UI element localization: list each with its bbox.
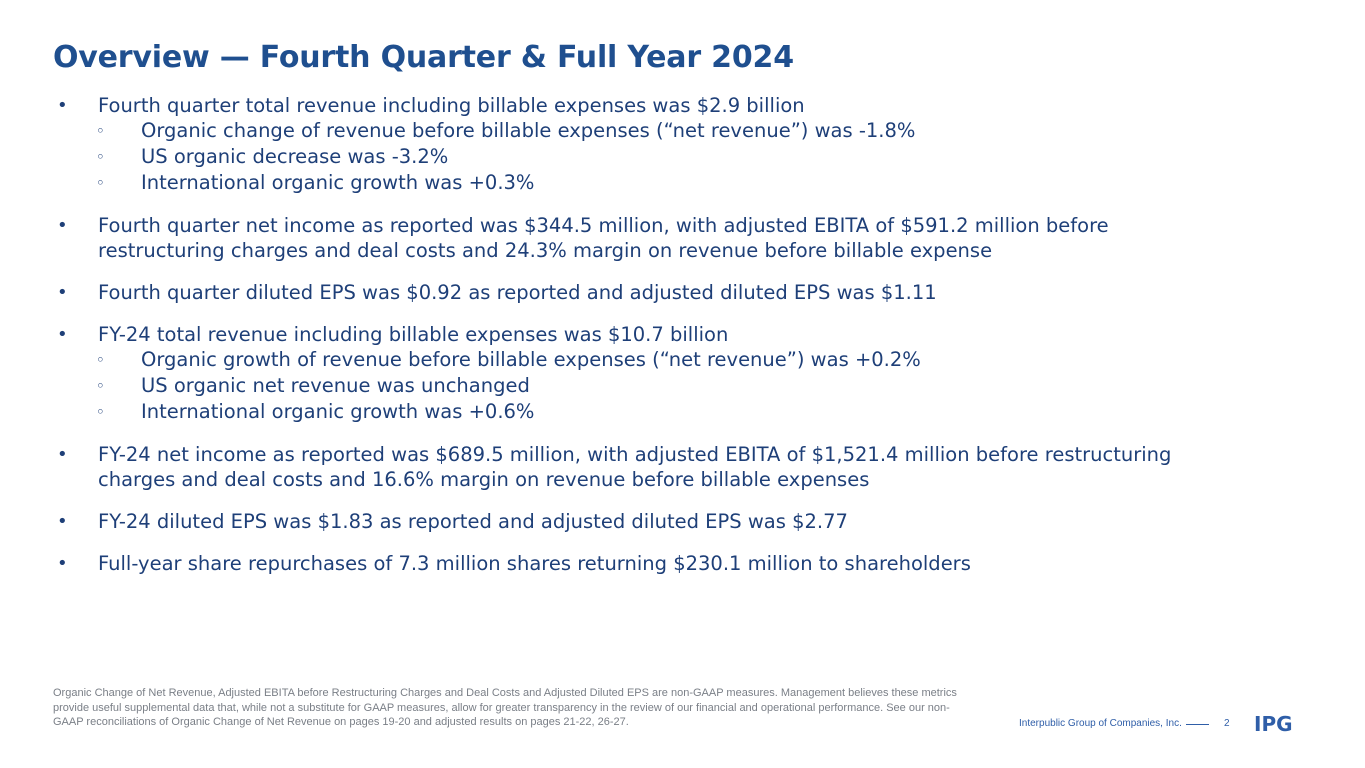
bullet-dot-icon: • (57, 324, 68, 345)
bullet-text: Fourth quarter net income as reported wa… (98, 214, 1109, 262)
ipg-logo-icon: IPG (1254, 714, 1293, 734)
bullet-dot-icon: • (57, 215, 68, 236)
sub-bullet-ring-icon: ◦ (96, 377, 105, 395)
sub-bullet-text: US organic net revenue was unchanged (141, 374, 530, 397)
footnote: Organic Change of Net Revenue, Adjusted … (53, 687, 957, 728)
sub-bullet-text: Organic growth of revenue before billabl… (141, 348, 921, 371)
sub-bullet-ring-icon: ◦ (96, 403, 105, 421)
bullet-item: • Fourth quarter net income as reported … (57, 213, 1277, 263)
bullet-dot-icon: • (57, 282, 68, 303)
bullet-text: FY-24 diluted EPS was $1.83 as reported … (98, 510, 848, 533)
footer-divider (1186, 724, 1209, 725)
bullet-dot-icon: • (57, 444, 68, 465)
sub-bullet-ring-icon: ◦ (96, 351, 105, 369)
sub-bullet-ring-icon: ◦ (96, 174, 105, 192)
sub-bullet-text: International organic growth was +0.6% (141, 400, 535, 423)
sub-bullet-text: International organic growth was +0.3% (141, 171, 535, 194)
ipg-logo-text: IPG (1254, 714, 1293, 734)
sub-bullet-item: ◦ International organic growth was +0.6% (57, 399, 1277, 425)
bullet-item: • FY-24 diluted EPS was $1.83 as reporte… (57, 509, 1277, 534)
company-name: Interpublic Group of Companies, Inc. (1019, 718, 1182, 729)
bullet-dot-icon: • (57, 511, 68, 532)
sub-bullet-item: ◦ Organic growth of revenue before billa… (57, 347, 1277, 373)
sub-bullet-ring-icon: ◦ (96, 122, 105, 140)
sub-bullet-item: ◦ US organic net revenue was unchanged (57, 373, 1277, 399)
bullet-item: • Fourth quarter total revenue including… (57, 93, 1277, 118)
bullet-item: • FY-24 net income as reported was $689.… (57, 442, 1277, 492)
bullet-dot-icon: • (57, 95, 68, 116)
bullet-text: FY-24 net income as reported was $689.5 … (98, 443, 1172, 491)
bullet-item: • Full-year share repurchases of 7.3 mil… (57, 551, 1277, 576)
sub-bullet-ring-icon: ◦ (96, 148, 105, 166)
bullet-list: • Fourth quarter total revenue including… (57, 93, 1277, 576)
bullet-item: • FY-24 total revenue including billable… (57, 322, 1277, 347)
sub-bullet-item: ◦ US organic decrease was -3.2% (57, 144, 1277, 170)
bullet-text: FY-24 total revenue including billable e… (98, 323, 729, 346)
sub-bullet-text: Organic change of revenue before billabl… (141, 119, 916, 142)
page-number: 2 (1224, 718, 1230, 729)
page-title: Overview — Fourth Quarter & Full Year 20… (53, 40, 794, 75)
bullet-text: Fourth quarter total revenue including b… (98, 94, 805, 117)
bullet-item: • Fourth quarter diluted EPS was $0.92 a… (57, 280, 1277, 305)
bullet-text: Fourth quarter diluted EPS was $0.92 as … (98, 281, 937, 304)
sub-bullet-text: US organic decrease was -3.2% (141, 145, 449, 168)
sub-bullet-item: ◦ Organic change of revenue before billa… (57, 118, 1277, 144)
sub-bullet-item: ◦ International organic growth was +0.3% (57, 170, 1277, 196)
bullet-text: Full-year share repurchases of 7.3 milli… (98, 552, 971, 575)
bullet-dot-icon: • (57, 553, 68, 574)
